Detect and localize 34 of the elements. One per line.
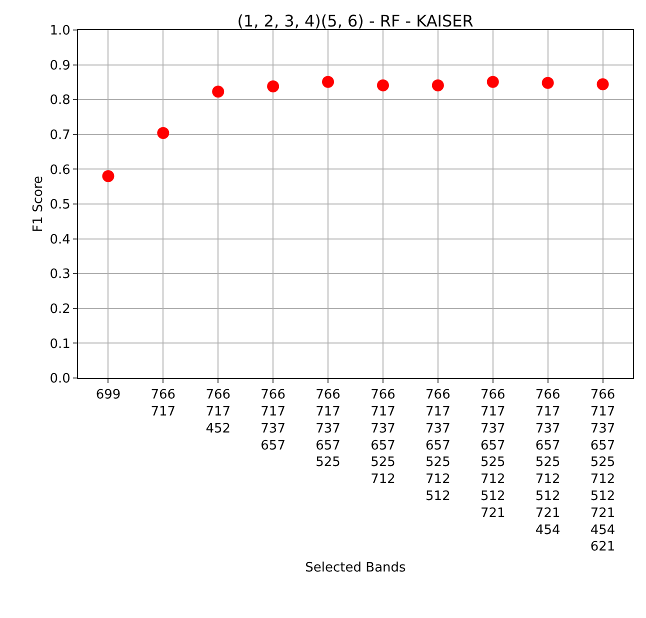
x-tick-label: 766 717 737 657 525 712 512 721 [480,388,506,521]
category-label: 766 717 737 657 525 712 512 721 454 [535,388,560,538]
x-tick-label: 766 717 737 657 [260,388,286,454]
point [376,79,389,92]
y-tick-label: 0.5 [50,198,70,213]
y-tick-label: 0.1 [50,336,70,352]
point [157,127,170,140]
y-axis-title: F1 Score [31,176,46,232]
x-tick-label: 766 717 737 657 525 712 512 [426,388,450,504]
x-tick-label: 766 717 737 657 525 712 [370,388,396,488]
y-tick-label: 0.7 [50,128,70,143]
x-tick-label: 699 [96,388,121,403]
y-tick-label: 0.8 [50,93,70,108]
point [212,86,224,98]
point [486,76,499,88]
y-tick-label: 0.6 [50,162,70,178]
x-tick-label: 766 717 737 657 525 [316,388,340,470]
chart-title: (1, 2, 3, 4)(5, 6) - RF - KAISER [237,12,474,31]
point [322,76,334,88]
category-label: 766 717 737 657 525 712 512 721 454 621 [590,388,616,555]
x-tick-label: 766 717 452 [206,388,231,436]
point [542,76,554,89]
point [432,79,444,92]
y-tick-label: 0.0 [50,372,70,387]
x-axis-title: Selected Bands [305,560,406,576]
y-tick-label: 1.0 [50,24,70,39]
point [596,78,609,90]
y-tick-label: 0.4 [50,232,70,248]
x-tick-label: 766 717 [150,388,176,420]
y-tick-label: 0.3 [50,267,70,282]
point [102,170,114,182]
y-tick-label: 0.9 [50,58,70,74]
point [267,80,280,92]
y-tick-label: 0.2 [50,302,70,317]
